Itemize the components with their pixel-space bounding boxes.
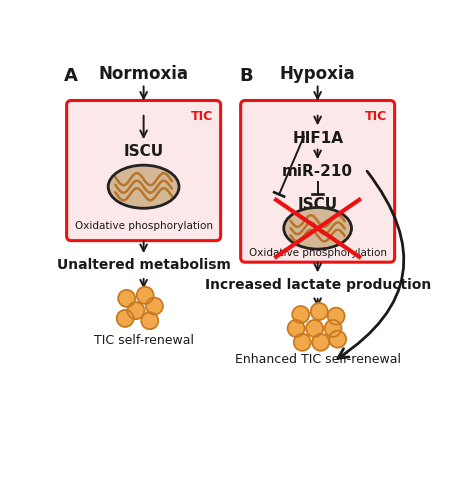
Circle shape <box>324 320 342 337</box>
Circle shape <box>292 306 309 323</box>
Circle shape <box>306 320 323 337</box>
Text: ISCU: ISCU <box>297 197 338 212</box>
Circle shape <box>288 320 305 337</box>
Circle shape <box>312 334 329 351</box>
Text: B: B <box>239 66 253 85</box>
Text: Oxidative phosphorylation: Oxidative phosphorylation <box>249 248 387 258</box>
Text: Increased lactate production: Increased lactate production <box>204 278 431 292</box>
Text: ISCU: ISCU <box>124 144 164 159</box>
Text: A: A <box>63 66 77 85</box>
Ellipse shape <box>284 207 351 249</box>
Circle shape <box>146 298 163 315</box>
Circle shape <box>137 287 153 304</box>
Circle shape <box>310 303 328 320</box>
Circle shape <box>118 290 135 307</box>
Circle shape <box>117 310 134 327</box>
Text: miR-210: miR-210 <box>282 164 353 179</box>
Circle shape <box>127 302 144 319</box>
Text: Unaltered metabolism: Unaltered metabolism <box>57 258 230 272</box>
Text: HIF1A: HIF1A <box>292 130 343 145</box>
Text: TIC self-renewal: TIC self-renewal <box>94 334 194 347</box>
Text: Oxidative phosphorylation: Oxidative phosphorylation <box>75 221 212 231</box>
Circle shape <box>329 331 346 348</box>
Text: Enhanced TIC self-renewal: Enhanced TIC self-renewal <box>234 353 400 366</box>
Circle shape <box>294 334 310 351</box>
Text: Normoxia: Normoxia <box>99 65 189 83</box>
Ellipse shape <box>108 165 179 208</box>
Text: TIC: TIC <box>191 110 213 123</box>
Text: TIC: TIC <box>364 110 387 123</box>
Circle shape <box>328 308 345 325</box>
FancyBboxPatch shape <box>67 100 220 240</box>
FancyBboxPatch shape <box>241 100 395 262</box>
Circle shape <box>141 312 158 329</box>
Text: Hypoxia: Hypoxia <box>280 65 356 83</box>
